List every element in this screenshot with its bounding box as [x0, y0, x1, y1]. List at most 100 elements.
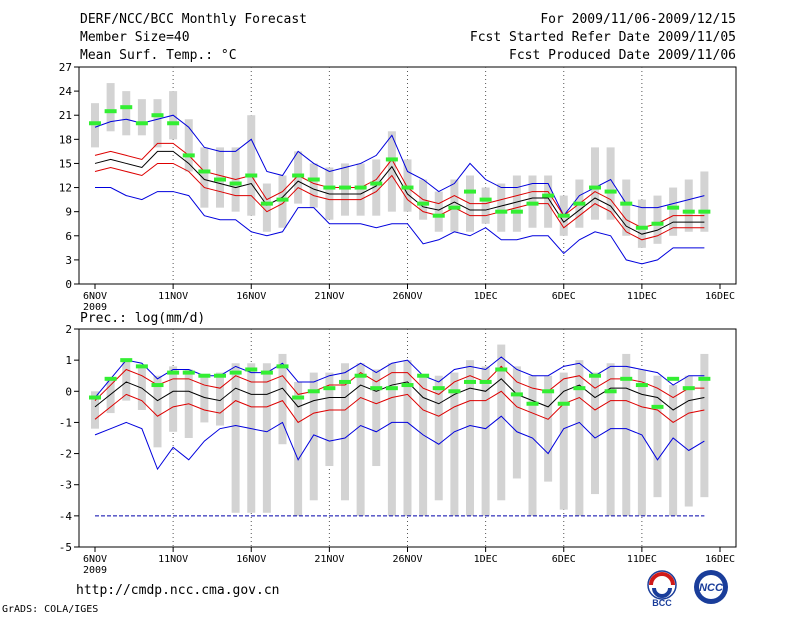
- prec-ytick-label: 2: [65, 323, 72, 336]
- prec-range-box: [356, 363, 365, 516]
- prec-range-box: [700, 353, 709, 498]
- temp-range-box: [591, 147, 599, 220]
- prec-range-box: [153, 375, 162, 448]
- forecast-period: For 2009/11/06-2009/12/15: [540, 12, 736, 27]
- temp-range-box: [544, 175, 553, 228]
- temp-climatology-marker: [526, 201, 539, 206]
- prec-climatology-marker: [495, 367, 508, 372]
- temp-climatology-marker: [354, 185, 367, 190]
- temp-range-box: [606, 147, 615, 220]
- prec-climatology-marker: [620, 376, 633, 381]
- temp-range-box: [294, 151, 303, 204]
- chart-title: DERF/NCC/BCC Monthly Forecast: [80, 12, 307, 27]
- prec-ytick-label: 1: [65, 354, 72, 367]
- temp-xtick-label: 6DEC: [552, 291, 576, 302]
- temp-climatology-marker: [307, 177, 320, 182]
- prec-range-box: [325, 372, 334, 467]
- temp-climatology-marker: [542, 193, 555, 198]
- prec-range-box: [622, 353, 631, 516]
- prec-range-box: [544, 375, 553, 482]
- temp-ytick-label: 15: [59, 157, 72, 170]
- prec-climatology-marker: [354, 373, 367, 378]
- prec-climatology-marker: [323, 386, 336, 391]
- prec-range-box: [247, 363, 256, 513]
- prec-range-box: [309, 372, 318, 501]
- prec-xtick-label: 26NOV: [392, 554, 422, 565]
- prec-climatology-marker: [479, 379, 492, 384]
- prec-range-box: [294, 381, 303, 516]
- prec-range-box: [169, 366, 178, 432]
- temp-climatology-marker: [620, 201, 633, 206]
- temp-ytick-label: 24: [59, 85, 73, 98]
- temp-xtick-label: 1DEC: [474, 291, 498, 302]
- temp-climatology-marker: [698, 209, 711, 214]
- temp-series-max: [94, 114, 705, 217]
- temp-climatology-marker: [198, 169, 211, 174]
- prec-range-box: [466, 360, 474, 516]
- prec-range-box: [450, 372, 459, 516]
- temp-ytick-label: 18: [59, 133, 72, 146]
- prec-year-label: 2009: [83, 565, 107, 576]
- temp-range-box: [216, 147, 224, 208]
- temp-range-box: [137, 99, 146, 136]
- prec-range-box: [372, 369, 381, 467]
- prec-range-box: [231, 363, 240, 513]
- prec-series-ensemble-mean: [94, 378, 705, 411]
- temp-range-box: [622, 179, 631, 236]
- prec-range-box: [591, 372, 599, 495]
- temp-climatology-marker: [432, 213, 445, 218]
- prec-climatology-marker: [151, 383, 164, 388]
- temp-ytick-label: 3: [65, 254, 72, 267]
- prec-range-box: [684, 375, 693, 507]
- prec-xtick-label: 21NOV: [314, 554, 344, 565]
- prec-climatology-marker: [573, 386, 586, 391]
- temp-climatology-marker: [635, 225, 648, 230]
- prec-climatology-marker: [635, 383, 648, 388]
- start-date: Fcst Started Refer Date 2009/11/05: [469, 30, 736, 45]
- prec-climatology-marker: [120, 358, 133, 363]
- temp-range-box: [200, 147, 209, 208]
- prec-range-box: [216, 372, 224, 426]
- temp-range-box: [700, 171, 709, 232]
- temp-climatology-marker: [167, 121, 180, 126]
- prec-xtick-label: 6NOV: [83, 554, 107, 565]
- prec-range-box: [434, 375, 443, 501]
- prec-climatology-marker: [292, 395, 305, 400]
- prec-range-box: [653, 375, 662, 498]
- source-url[interactable]: http://cmdp.ncc.cma.gov.cn: [76, 583, 280, 598]
- prec-climatology-marker: [667, 376, 680, 381]
- temp-series-min: [95, 187, 705, 265]
- temp-climatology-marker: [339, 185, 351, 190]
- temp-climatology-marker: [557, 213, 570, 218]
- prec-range-box: [91, 391, 99, 429]
- temp-climatology-marker: [151, 113, 164, 118]
- prec-climatology-marker: [589, 373, 601, 378]
- prec-climatology-marker: [448, 389, 461, 394]
- temp-ytick-label: 0: [65, 278, 72, 291]
- temp-ytick-label: 21: [59, 109, 72, 122]
- prec-range-box: [387, 363, 396, 516]
- prec-climatology-marker: [260, 370, 273, 375]
- prec-range-box: [512, 366, 521, 479]
- temp-range-box: [91, 103, 99, 148]
- prec-range-box: [606, 363, 615, 516]
- ncc-logo: NCC: [694, 570, 728, 604]
- temp-xtick-label: 16NOV: [236, 291, 266, 302]
- temp-climatology-marker: [104, 109, 117, 114]
- prec-climatology-marker: [198, 373, 211, 378]
- prec-range-box: [575, 360, 584, 516]
- prec-series-max: [94, 356, 705, 398]
- temp-range-box: [669, 187, 678, 236]
- prec-xtick-label: 1DEC: [474, 554, 498, 565]
- prec-climatology-marker: [89, 395, 101, 400]
- temp-climatology-marker: [370, 181, 383, 186]
- prec-climatology-marker: [245, 367, 258, 372]
- temp-climatology-marker: [120, 105, 133, 110]
- temp-climatology-marker: [667, 205, 680, 210]
- prec-ytick-label: -2: [59, 448, 72, 461]
- prec-range-box: [278, 353, 287, 445]
- temp-range-box: [122, 91, 131, 136]
- temp-range-box: [684, 179, 693, 232]
- prec-climatology-marker: [557, 401, 570, 406]
